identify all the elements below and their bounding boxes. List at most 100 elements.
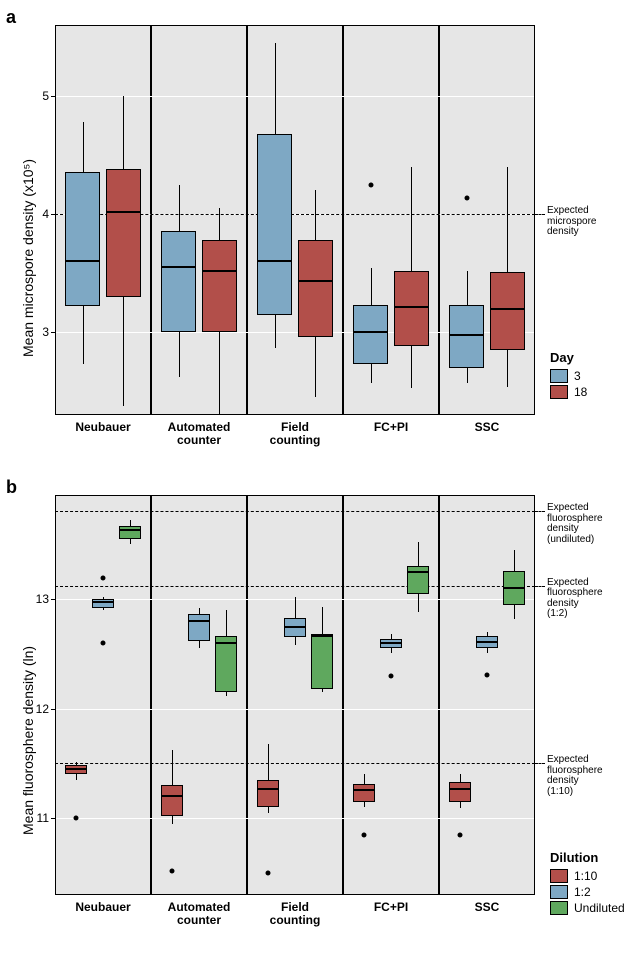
boxplot-median: [298, 280, 333, 282]
x-category-label: FC+PI: [343, 901, 439, 914]
whisker-lower: [460, 802, 461, 809]
whisker-lower: [391, 648, 392, 652]
whisker-upper: [322, 607, 323, 634]
boxplot-box: [161, 785, 183, 816]
legend-label: 18: [574, 385, 587, 399]
reference-label: Expectedmicrosporedensity: [547, 206, 627, 238]
boxplot-median: [65, 260, 100, 262]
y-tick-mark: [51, 599, 55, 600]
legend-item: 1:2: [550, 885, 625, 899]
whisker-lower: [364, 802, 365, 807]
whisker-lower: [123, 297, 124, 406]
boxplot-box: [188, 614, 210, 640]
boxplot-median: [380, 642, 402, 644]
panel-label: b: [6, 477, 17, 498]
x-category-label: Fieldcounting: [247, 901, 343, 927]
boxplot-median: [161, 795, 183, 797]
legend-item: 18: [550, 385, 587, 399]
whisker-lower: [371, 364, 372, 383]
legend-item: 1:10: [550, 869, 625, 883]
legend-label: 1:10: [574, 869, 597, 883]
boxplot-box: [284, 618, 306, 638]
legend-item: Undiluted: [550, 901, 625, 915]
outlier-point: [361, 832, 366, 837]
boxplot-median: [490, 308, 525, 310]
chart-area: [55, 495, 535, 895]
whisker-lower: [467, 368, 468, 383]
boxplot-median: [394, 306, 429, 308]
y-tick-mark: [51, 709, 55, 710]
reference-line-ext: [535, 214, 545, 215]
whisker-lower: [487, 648, 488, 652]
boxplot-median: [284, 626, 306, 628]
x-category-label: Automatedcounter: [151, 421, 247, 447]
whisker-lower: [295, 637, 296, 645]
y-axis-label: Mean fluorosphere density (ln): [20, 646, 36, 835]
whisker-lower: [507, 350, 508, 387]
reference-label: Expectedfluorospheredensity(1:10): [547, 755, 627, 797]
boxplot-median: [353, 331, 388, 333]
x-category-label: Neubauer: [55, 421, 151, 434]
legend-swatch: [550, 869, 568, 883]
boxplot-median: [353, 789, 375, 791]
whisker-lower: [418, 594, 419, 613]
boxplot-box: [215, 636, 237, 692]
whisker-upper: [371, 268, 372, 305]
reference-line-ext: [535, 763, 545, 764]
boxplot-median: [449, 334, 484, 336]
panel-label: a: [6, 7, 16, 28]
boxplot-box: [298, 240, 333, 337]
whisker-lower: [226, 692, 227, 695]
facet: [55, 495, 151, 895]
facet: [343, 495, 439, 895]
outlier-point: [265, 871, 270, 876]
boxplot-median: [257, 260, 292, 262]
y-axis-label: Mean microspore density (x10⁵): [20, 159, 36, 357]
boxplot-median: [311, 635, 333, 637]
whisker-upper: [268, 744, 269, 780]
y-tick-label: 13: [27, 592, 49, 606]
boxplot-box: [106, 169, 141, 297]
boxplot-median: [92, 601, 114, 603]
whisker-lower: [179, 332, 180, 377]
outlier-point: [101, 576, 106, 581]
whisker-lower: [103, 608, 104, 610]
boxplot-median: [106, 211, 141, 213]
reference-label: Expectedfluorospheredensity(1:2): [547, 578, 627, 620]
x-category-label: Fieldcounting: [247, 421, 343, 447]
whisker-upper: [411, 167, 412, 271]
legend-item: 3: [550, 369, 587, 383]
whisker-upper: [467, 271, 468, 305]
outlier-point: [485, 672, 490, 677]
legend-swatch: [550, 885, 568, 899]
boxplot-median: [476, 641, 498, 643]
boxplot-median: [188, 620, 210, 622]
whisker-lower: [514, 605, 515, 619]
boxplot-median: [215, 642, 237, 644]
boxplot-median: [65, 768, 87, 770]
whisker-upper: [315, 190, 316, 240]
y-tick-mark: [51, 96, 55, 97]
reference-line-ext: [535, 511, 545, 512]
whisker-upper: [219, 208, 220, 240]
whisker-upper: [172, 750, 173, 785]
grid-line: [55, 96, 535, 97]
outlier-point: [101, 640, 106, 645]
grid-line: [55, 709, 535, 710]
boxplot-box: [353, 784, 375, 802]
reference-label: Expectedfluorospheredensity(undiluted): [547, 503, 627, 545]
legend: Day318: [550, 350, 587, 401]
whisker-lower: [322, 689, 323, 692]
whisker-lower: [76, 774, 77, 779]
whisker-lower: [275, 315, 276, 348]
y-tick-label: 5: [27, 89, 49, 103]
x-category-label: Neubauer: [55, 901, 151, 914]
boxplot-box: [311, 634, 333, 689]
whisker-upper: [275, 43, 276, 134]
whisker-lower: [268, 807, 269, 812]
boxplot-box: [202, 240, 237, 332]
boxplot-median: [119, 529, 141, 531]
y-tick-mark: [51, 332, 55, 333]
boxplot-box: [257, 780, 279, 807]
reference-line: [55, 511, 535, 512]
